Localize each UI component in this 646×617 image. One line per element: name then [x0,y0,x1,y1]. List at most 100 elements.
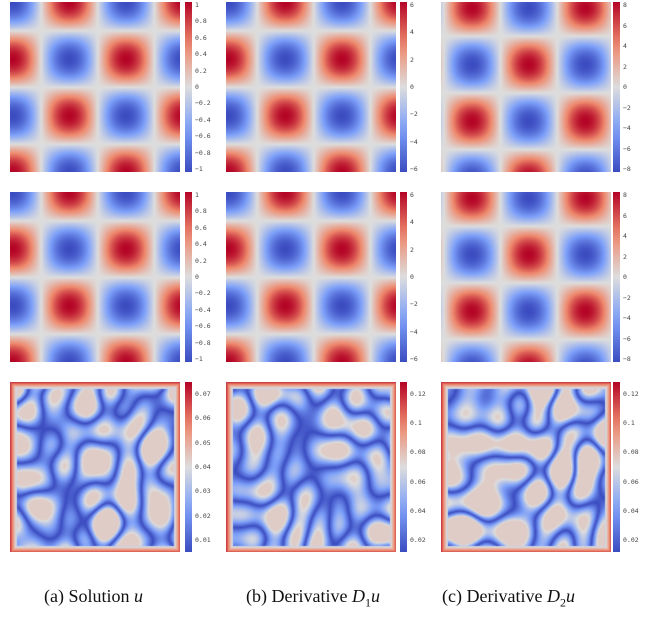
colorbar-tick: −4 [623,124,631,132]
caption-a-label: (a) Solution [44,586,130,606]
colorbar-tick: −6 [410,355,418,363]
colorbar-tick: 0.06 [410,477,426,486]
colorbar-tick: −4 [410,327,418,336]
colorbar-tick: 0.4 [195,50,207,59]
colorbar-tick: 0.1 [623,419,635,428]
colorbar-tick: −1 [195,165,203,173]
colorbar-tick: −6 [410,165,418,173]
caption-b-tail: u [370,586,380,606]
colorbar-tick: −2 [623,103,631,112]
colorbar-tick: 6 [410,1,414,9]
colorbar-d2u-row1 [613,2,620,172]
colorbar-tick: −6 [623,334,631,343]
colorbar-tick: 0 [195,273,199,281]
colorbar-tick: 6 [623,211,627,220]
colorbar-tick: 2 [410,55,414,64]
colorbar-tick: 0.4 [195,240,207,249]
colorbar-tick: 0.03 [195,487,211,496]
colorbar-tick: 0.06 [195,414,211,423]
colorbar-tick: −0.2 [195,99,211,108]
colorbar-tick: 0.6 [195,33,207,42]
colorbar-err-d1u-row3 [400,382,407,552]
caption-c: (c) Derivative D2u [442,586,575,611]
colorbar-tick: −2 [410,110,418,119]
colorbar-tick: 1 [195,191,199,199]
caption-a-math: u [134,586,143,606]
heatmap-err-u-row3 [10,382,180,552]
colorbar-tick: 2 [410,245,414,254]
colorbar-tick: 0.1 [410,419,422,428]
colorbar-tick: 0.6 [195,223,207,232]
colorbar-tick: 0.02 [195,511,211,520]
heatmap-d1u-row2 [226,192,396,362]
colorbar-tick: 0.8 [195,207,207,216]
heatmap-sol-u-row2 [10,192,180,362]
caption-c-sub: 2 [559,595,566,610]
heatmap-sol-u-row1 [10,2,180,172]
caption-b: (b) Derivative D1u [246,586,380,611]
colorbar-tick: 4 [410,218,414,227]
colorbar-tick: −0.4 [195,305,211,314]
colorbar-tick: 0.04 [410,506,426,515]
caption-b-math: D [351,586,365,606]
colorbar-tick: 0.02 [410,536,426,544]
colorbar-tick: 0.05 [195,438,211,447]
caption-b-sub: 1 [364,595,371,610]
colorbar-tick: 4 [410,28,414,37]
colorbar-tick: −0.6 [195,322,211,331]
colorbar-tick: 1 [195,1,199,9]
colorbar-tick: −2 [623,293,631,302]
colorbar-tick: 0 [410,273,414,281]
heatmap-d2u-row2 [441,192,611,362]
colorbar-err-u-row3 [185,382,192,552]
colorbar-err-d2u-row3 [613,382,620,552]
colorbar-tick: 0.2 [195,66,207,75]
colorbar-tick: 0 [195,83,199,91]
heatmap-err-d1u-row3 [226,382,396,552]
colorbar-tick: 0 [410,83,414,91]
colorbar-tick: 4 [623,42,627,50]
colorbar-tick: −2 [410,300,418,309]
colorbar-tick: −0.8 [195,338,211,347]
colorbar-tick: 0.2 [195,256,207,265]
colorbar-tick: 0.8 [195,17,207,26]
heatmap-d1u-row1 [226,2,396,172]
colorbar-tick: 0.07 [195,390,211,398]
colorbar-tick: −0.4 [195,115,211,124]
colorbar-tick: 0.12 [623,390,639,398]
colorbar-tick: 0.04 [195,463,211,471]
colorbar-tick: 0.08 [410,448,426,457]
colorbar-tick: 0 [623,83,627,91]
colorbar-tick: −0.2 [195,289,211,298]
colorbar-tick: −0.8 [195,148,211,157]
colorbar-tick: 2 [623,62,627,71]
colorbar-tick: −4 [410,137,418,146]
colorbar-tick: −1 [195,355,203,363]
colorbar-sol-u-row2 [185,192,192,362]
colorbar-tick: −8 [623,355,631,363]
heatmap-d2u-row1 [441,2,611,172]
colorbar-tick: 0.02 [623,536,639,544]
caption-c-tail: u [565,586,575,606]
colorbar-tick: −4 [623,314,631,322]
colorbar-sol-u-row1 [185,2,192,172]
caption-a: (a) Solution u [44,586,143,607]
colorbar-tick: −6 [623,144,631,153]
heatmap-err-d2u-row3 [441,382,611,552]
colorbar-tick: 6 [623,21,627,30]
colorbar-tick: 0.12 [410,390,426,398]
colorbar-d1u-row2 [400,192,407,362]
caption-c-math: D [546,586,560,606]
colorbar-d1u-row1 [400,2,407,172]
caption-b-label: (b) Derivative [246,586,348,606]
colorbar-tick: 0 [623,273,627,281]
colorbar-tick: 8 [623,191,627,199]
colorbar-tick: 0.06 [623,477,639,486]
colorbar-tick: −8 [623,165,631,173]
colorbar-tick: 6 [410,191,414,199]
colorbar-tick: 0.01 [195,536,211,544]
colorbar-d2u-row2 [613,192,620,362]
colorbar-tick: 4 [623,232,627,240]
caption-c-label: (c) Derivative [442,586,543,606]
colorbar-tick: 8 [623,1,627,9]
